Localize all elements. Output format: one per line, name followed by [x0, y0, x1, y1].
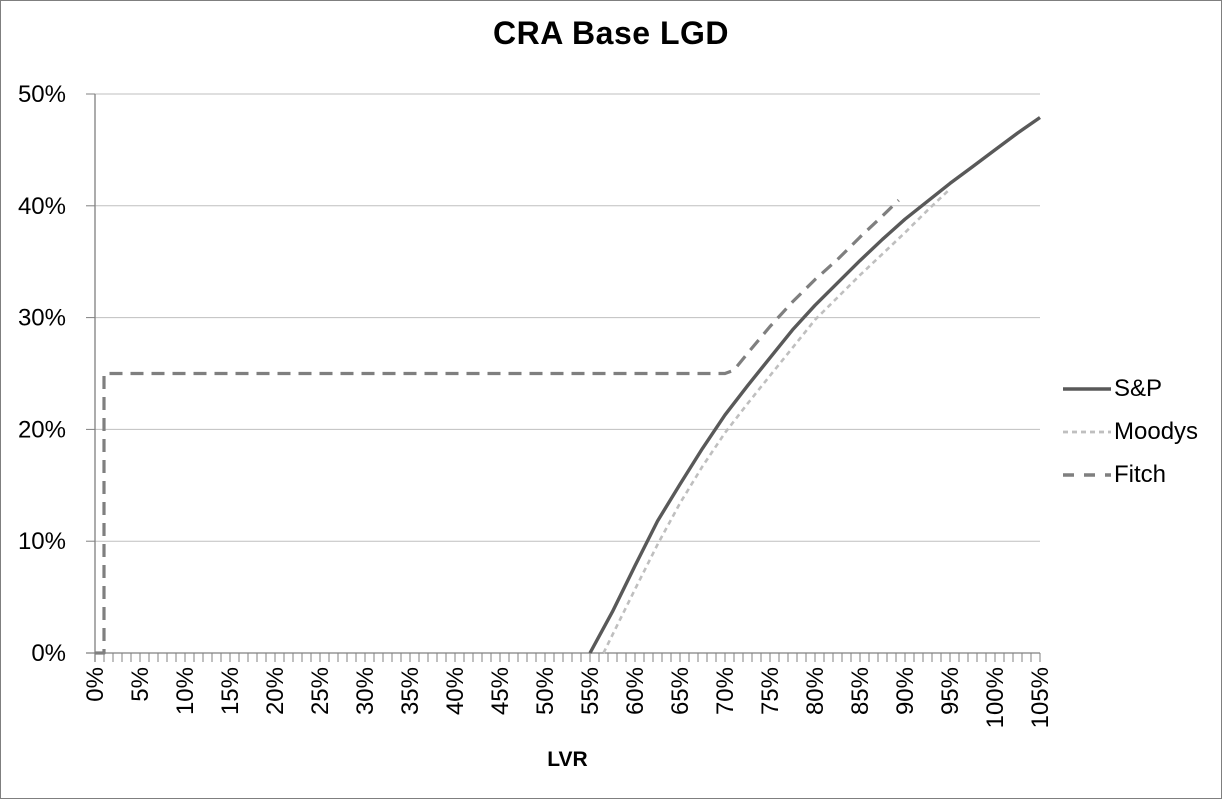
x-tick-label-40: 40%	[442, 667, 469, 715]
x-tick-label-70: 70%	[712, 667, 739, 715]
legend-item-fitch: Fitch	[1063, 453, 1218, 496]
x-tick-label-60: 60%	[622, 667, 649, 715]
y-tick-label-40: 40%	[18, 193, 66, 220]
series-line-s-p	[588, 116, 1041, 654]
x-tick-label-20: 20%	[262, 667, 289, 715]
legend-line-sample-moodys	[1063, 430, 1111, 433]
series-line-fitch	[95, 199, 900, 655]
x-tick-label-25: 25%	[307, 667, 334, 715]
x-tick-label-85: 85%	[847, 667, 874, 715]
legend-label-fitch: Fitch	[1114, 460, 1167, 488]
legend-item-s-p: S&P	[1063, 367, 1218, 410]
x-tick-label-45: 45%	[487, 667, 514, 715]
y-tick-label-0: 0%	[31, 640, 66, 667]
y-tick-label-30: 30%	[18, 305, 66, 332]
x-tick-label-75: 75%	[757, 667, 784, 715]
x-tick-label-5: 5%	[127, 667, 154, 702]
x-tick-label-15: 15%	[217, 667, 244, 715]
series-line-moodys	[602, 188, 951, 654]
legend: S&P Moodys Fitch	[1063, 367, 1218, 496]
x-tick-label-0: 0%	[82, 667, 109, 702]
chart-title: CRA Base LGD	[493, 15, 729, 51]
y-tick-label-20: 20%	[18, 416, 66, 443]
y-tick-label-10: 10%	[18, 528, 66, 555]
legend-label-moodys: Moodys	[1114, 417, 1199, 445]
x-tick-label-50: 50%	[532, 667, 559, 715]
legend-item-moodys: Moodys	[1063, 410, 1218, 453]
x-tick-label-35: 35%	[397, 667, 424, 715]
legend-label-s-p: S&P	[1114, 374, 1163, 402]
x-tick-label-30: 30%	[352, 667, 379, 715]
x-tick-label-95: 95%	[937, 667, 964, 715]
y-tick-label-50: 50%	[18, 81, 66, 108]
x-tick-label-80: 80%	[802, 667, 829, 715]
x-tick-label-100: 100%	[982, 667, 1009, 728]
x-tick-label-105: 105%	[1027, 667, 1054, 728]
legend-line-sample-fitch	[1063, 472, 1111, 477]
x-tick-label-90: 90%	[892, 667, 919, 715]
x-tick-label-10: 10%	[172, 667, 199, 715]
legend-line-sample-s-p	[1063, 386, 1111, 391]
x-tick-label-65: 65%	[667, 667, 694, 715]
x-axis-title: LVR	[547, 748, 588, 771]
x-tick-label-55: 55%	[577, 667, 604, 715]
